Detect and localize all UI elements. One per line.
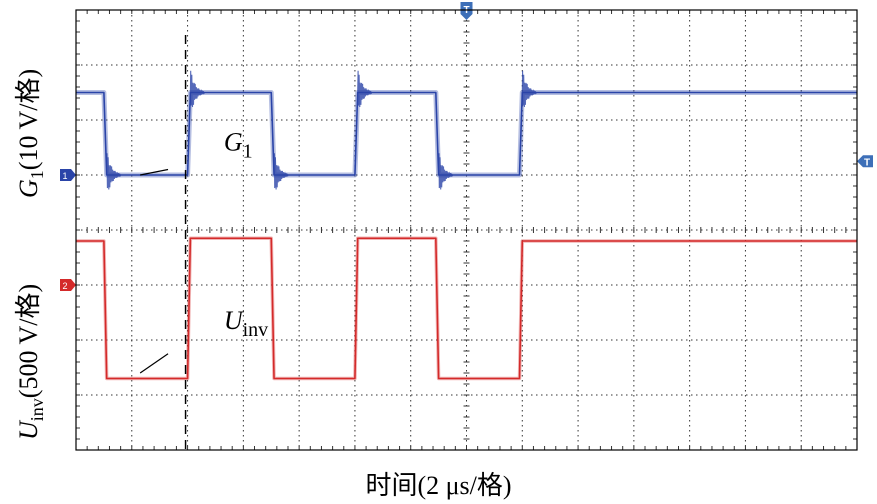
channel-marker-shape [60, 169, 76, 181]
trace-Uinv [76, 237, 857, 380]
ringing-G1 [273, 153, 289, 190]
x-axis-label: 时间(2 μs/格) [365, 471, 512, 500]
trace-band-Uinv [76, 236, 857, 381]
trigger-marker-right-shape [857, 155, 873, 168]
annotation-symbol: U [224, 306, 245, 335]
y-label-g1-sub: 1 [27, 170, 48, 180]
channel-marker-shape [60, 279, 76, 291]
y-label-uinv: Uinv(500 V/格) [8, 284, 48, 440]
annotation-symbol: G [224, 127, 243, 156]
markers: 1 2 T T [60, 2, 873, 450]
y-label-uinv-unit: (500 V/格) [14, 283, 43, 399]
y-label-g1-unit: (10 V/格) [14, 68, 43, 171]
annotation-subscript: 1 [243, 140, 253, 162]
annotation-Uinv: Uinv [224, 306, 268, 341]
y-label-uinv-sub: inv [27, 398, 48, 422]
y-label-uinv-symbol: U [14, 421, 43, 440]
channel-marker-1: 1 [60, 169, 76, 181]
trigger-marker-top-shape [460, 2, 473, 20]
y-label-g1: G1(10 V/格) [8, 69, 48, 198]
ringing-G1 [106, 153, 122, 190]
annotations: G1 Uinv [139, 127, 268, 374]
ringing-G1 [189, 70, 205, 108]
y-label-g1-symbol: G [14, 179, 43, 198]
trigger-marker-right: T [857, 155, 873, 168]
annotation-G1: G1 [224, 127, 253, 162]
annotation-subscript: inv [243, 319, 269, 341]
channel-marker-label: 2 [62, 281, 67, 291]
grid [75, 9, 858, 451]
ringing-G1 [438, 153, 454, 190]
trigger-marker-right-label: T [864, 157, 870, 168]
plot-frame [75, 9, 858, 451]
trigger-marker-top: T [460, 2, 473, 20]
ringing-G1 [521, 70, 537, 108]
leader-line-Uinv [139, 353, 169, 374]
ringing-G1 [357, 70, 373, 108]
traces [76, 70, 857, 381]
leader-line-G1 [140, 168, 169, 176]
channel-marker-2: 2 [60, 279, 76, 291]
channel-marker-label: 1 [62, 171, 67, 181]
